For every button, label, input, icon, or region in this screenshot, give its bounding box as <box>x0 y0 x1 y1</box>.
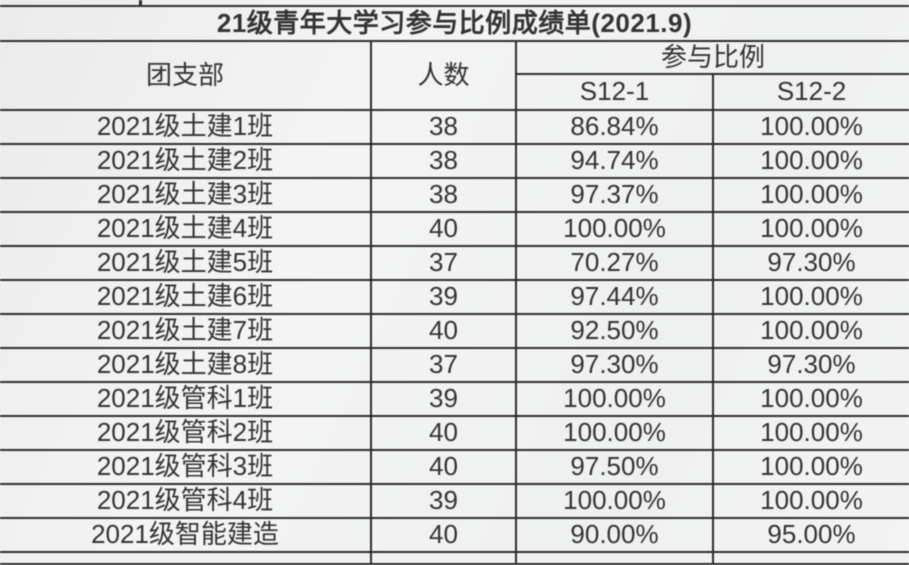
table-footer <box>0 551 909 565</box>
branch-cell: 2021级管科2班 <box>0 415 372 451</box>
branch-cell: 2021级土建2班 <box>0 143 372 179</box>
table-row: 2021级土建1班 38 86.84% 100.00% <box>0 109 909 145</box>
s12-2-cell: 100.00% <box>711 211 909 247</box>
s12-1-cell: 100.00% <box>515 211 714 247</box>
header-s12-1: S12-1 <box>516 73 714 111</box>
branch-cell: 2021级土建3班 <box>0 177 372 213</box>
branch-cell: 2021级土建5班 <box>0 245 372 281</box>
table-body: 2021级土建1班 38 86.84% 100.00% 2021级土建2班 38… <box>0 109 909 553</box>
cropped-row-above <box>0 0 909 5</box>
count-cell: 39 <box>370 483 517 519</box>
header-row-sub: S12-1 S12-2 <box>0 73 909 111</box>
s12-2-cell: 100.00% <box>711 313 909 349</box>
table-row: 2021级智能建造 40 90.00% 95.00% <box>0 517 909 553</box>
s12-2-cell: 97.30% <box>711 245 909 281</box>
s12-1-cell: 86.84% <box>515 109 714 145</box>
s12-2-cell: 100.00% <box>711 109 909 145</box>
s12-1-cell: 97.37% <box>515 177 714 213</box>
table-row: 2021级土建4班 40 100.00% 100.00% <box>0 211 909 247</box>
s12-1-cell: 94.74% <box>515 143 714 179</box>
s12-2-cell: 100.00% <box>711 143 909 179</box>
s12-2-cell: 100.00% <box>711 279 909 315</box>
table-row: 2021级管科4班 39 100.00% 100.00% <box>0 483 909 519</box>
header-count: 人数 <box>370 40 517 111</box>
s12-2-cell: 100.00% <box>711 449 909 485</box>
table-row: 2021级管科1班 39 100.00% 100.00% <box>0 381 909 417</box>
branch-cell: 2021级土建6班 <box>0 279 372 315</box>
count-cell: 40 <box>370 415 517 451</box>
branch-cell: 2021级土建7班 <box>0 313 372 349</box>
s12-2-cell: 95.00% <box>711 517 909 553</box>
count-cell: 38 <box>370 109 517 145</box>
s12-2-cell: 100.00% <box>711 415 909 451</box>
count-cell: 39 <box>370 279 517 315</box>
header-ratio-group: 参与比例 <box>514 40 909 75</box>
table-row: 2021级土建5班 37 70.27% 97.30% <box>0 245 909 281</box>
table-header: 21级青年大学习参与比例成绩单(2021.9) 团支部 人数 参与比例 S12-… <box>0 5 909 111</box>
empty-cell <box>711 551 909 565</box>
title-row: 21级青年大学习参与比例成绩单(2021.9) <box>0 5 909 42</box>
s12-1-cell: 97.30% <box>515 347 714 383</box>
s12-2-cell: 97.30% <box>711 347 909 383</box>
cropped-row-below <box>0 551 909 565</box>
s12-1-cell: 97.44% <box>515 279 714 315</box>
s12-1-cell: 97.50% <box>515 449 714 485</box>
header-row-top: 团支部 人数 参与比例 <box>0 40 909 111</box>
header-branch: 团支部 <box>0 40 372 111</box>
s12-1-cell: 100.00% <box>515 483 714 519</box>
s12-2-cell: 100.00% <box>711 381 909 417</box>
s12-2-cell: 100.00% <box>711 177 909 213</box>
count-cell: 40 <box>370 449 517 485</box>
s12-1-cell: 70.27% <box>515 245 714 281</box>
header-s12-2: S12-2 <box>711 73 909 111</box>
count-cell: 39 <box>370 381 517 417</box>
empty-cell <box>370 551 517 565</box>
table-row: 2021级管科2班 40 100.00% 100.00% <box>0 415 909 451</box>
branch-cell: 2021级智能建造 <box>0 517 372 553</box>
branch-cell: 2021级管科4班 <box>0 483 372 519</box>
count-cell: 40 <box>370 517 517 553</box>
s12-2-cell: 100.00% <box>711 483 909 519</box>
table-row: 2021级土建2班 38 94.74% 100.00% <box>0 143 909 179</box>
s12-1-cell: 90.00% <box>515 517 714 553</box>
branch-cell: 2021级管科3班 <box>0 449 372 485</box>
count-cell: 40 <box>370 313 517 349</box>
count-cell: 38 <box>370 177 517 213</box>
count-cell: 38 <box>370 143 517 179</box>
s12-1-cell: 100.00% <box>515 381 714 417</box>
branch-cell: 2021级土建4班 <box>0 211 372 247</box>
s12-1-cell: 92.50% <box>515 313 714 349</box>
table-row: 2021级管科3班 40 97.50% 100.00% <box>0 449 909 485</box>
empty-cell <box>0 551 372 565</box>
count-cell: 40 <box>370 211 517 247</box>
table-row: 2021级土建8班 37 97.30% 97.30% <box>0 347 909 383</box>
count-cell: 37 <box>370 347 517 383</box>
branch-cell: 2021级土建8班 <box>0 347 372 383</box>
table-row: 2021级土建6班 39 97.44% 100.00% <box>0 279 909 315</box>
branch-cell: 2021级管科1班 <box>0 381 372 417</box>
branch-cell: 2021级土建1班 <box>0 109 372 145</box>
table-row: 2021级土建3班 38 97.37% 100.00% <box>0 177 909 213</box>
table-row: 2021级土建7班 40 92.50% 100.00% <box>0 313 909 349</box>
grid-line <box>139 0 142 5</box>
score-table: 21级青年大学习参与比例成绩单(2021.9) 团支部 人数 参与比例 S12-… <box>0 5 909 565</box>
s12-1-cell: 100.00% <box>515 415 714 451</box>
count-cell: 37 <box>370 245 517 281</box>
empty-cell <box>515 551 714 565</box>
page-title: 21级青年大学习参与比例成绩单(2021.9) <box>0 5 909 42</box>
